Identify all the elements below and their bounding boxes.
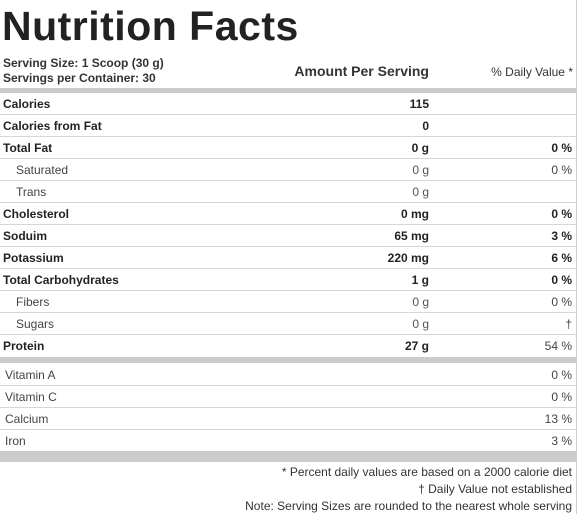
nutrient-daily-value: 0 % — [551, 207, 572, 221]
nutrient-label: Sugars — [16, 317, 55, 331]
nutrient-amount: 27 g — [404, 339, 429, 353]
amount-per-serving-header: Amount Per Serving — [294, 63, 429, 79]
divider-thick — [0, 88, 576, 93]
serving-size: Serving Size: 1 Scoop (30 g) — [3, 56, 164, 70]
footnote-dagger: † Daily Value not established — [418, 482, 572, 496]
nutrient-amount: 0 g — [412, 295, 429, 309]
nutrient-amount: 65 mg — [394, 229, 429, 243]
vitamin-row-vitamin-c: Vitamin C 0 % — [0, 386, 576, 408]
divider-thick — [0, 451, 576, 462]
nutrient-daily-value: † — [565, 317, 572, 331]
nutrient-amount: 115 — [409, 97, 429, 111]
nutrient-label: Potassium — [3, 251, 64, 265]
nutrient-amount: 0 — [422, 119, 429, 133]
nutrient-label: Protein — [3, 339, 45, 353]
serving-info: Serving Size: 1 Scoop (30 g) Servings pe… — [3, 56, 164, 86]
nutrient-amount: 0 g — [412, 185, 429, 199]
nutrient-label: Cholesterol — [3, 207, 70, 221]
vitamin-daily-value: 13 % — [544, 412, 572, 426]
nutrient-daily-value: 0 % — [551, 295, 572, 309]
vitamin-row-iron: Iron 3 % — [0, 430, 576, 452]
nutrient-daily-value: 54 % — [544, 339, 572, 353]
nutrient-daily-value: 0 % — [551, 141, 572, 155]
nutrient-row-sodium: Soduim 65 mg 3 % — [0, 225, 576, 247]
nutrient-amount: 0 g — [412, 163, 429, 177]
nutrient-row-trans: Trans 0 g — [0, 181, 576, 203]
nutrient-daily-value: 3 % — [551, 229, 572, 243]
nutrient-row-calories: Calories 115 — [0, 93, 576, 115]
footnote-serving-rounding: Note: Serving Sizes are rounded to the n… — [245, 499, 572, 513]
nutrient-daily-value: 0 % — [551, 163, 572, 177]
nutrient-row-potassium: Potassium 220 mg 6 % — [0, 247, 576, 269]
nutrient-row-total-fat: Total Fat 0 g 0 % — [0, 137, 576, 159]
nutrient-amount: 220 mg — [387, 251, 429, 265]
nutrient-amount: 0 g — [411, 141, 429, 155]
nutrient-amount: 1 g — [411, 273, 429, 287]
nutrient-label: Calories from Fat — [3, 119, 102, 133]
nutrient-row-total-carbohydrates: Total Carbohydrates 1 g 0 % — [0, 269, 576, 291]
servings-per-container: Servings per Container: 30 — [3, 71, 156, 85]
daily-value-header: % Daily Value * — [491, 65, 573, 79]
nutrient-label: Fibers — [16, 295, 50, 309]
vitamin-label: Iron — [5, 434, 26, 448]
nutrient-label: Trans — [16, 185, 47, 199]
page-title: Nutrition Facts — [2, 3, 299, 49]
nutrient-row-saturated: Saturated 0 g 0 % — [0, 159, 576, 181]
nutrient-label: Total Fat — [3, 141, 53, 155]
nutrient-amount: 0 g — [412, 317, 429, 331]
nutrient-label: Saturated — [16, 163, 69, 177]
vitamin-row-calcium: Calcium 13 % — [0, 408, 576, 430]
vitamin-daily-value: 3 % — [551, 434, 572, 448]
nutrient-daily-value: 0 % — [551, 273, 572, 287]
footnotes: * Percent daily values are based on a 20… — [200, 464, 572, 514]
vitamin-label: Vitamin A — [5, 368, 56, 382]
nutrient-row-protein: Protein 27 g 54 % — [0, 335, 576, 357]
footnote-percent-daily: * Percent daily values are based on a 20… — [281, 465, 572, 479]
vitamin-label: Vitamin C — [5, 390, 57, 404]
vitamin-label: Calcium — [5, 412, 49, 426]
nutrient-daily-value: 6 % — [551, 251, 572, 265]
nutrient-label: Calories — [3, 97, 51, 111]
nutrient-row-fibers: Fibers 0 g 0 % — [0, 291, 576, 313]
nutrient-row-cholesterol: Cholesterol 0 mg 0 % — [0, 203, 576, 225]
nutrient-amount: 0 mg — [400, 207, 429, 221]
divider-thick — [0, 357, 576, 363]
vitamin-row-vitamin-a: Vitamin A 0 % — [0, 364, 576, 386]
nutrient-row-sugars: Sugars 0 g † — [0, 313, 576, 335]
vitamin-daily-value: 0 % — [551, 390, 572, 404]
nutrient-label: Soduim — [3, 229, 47, 243]
nutrient-label: Total Carbohydrates — [3, 273, 119, 287]
nutrient-row-calories-from-fat: Calories from Fat 0 — [0, 115, 576, 137]
vitamin-daily-value: 0 % — [551, 368, 572, 382]
